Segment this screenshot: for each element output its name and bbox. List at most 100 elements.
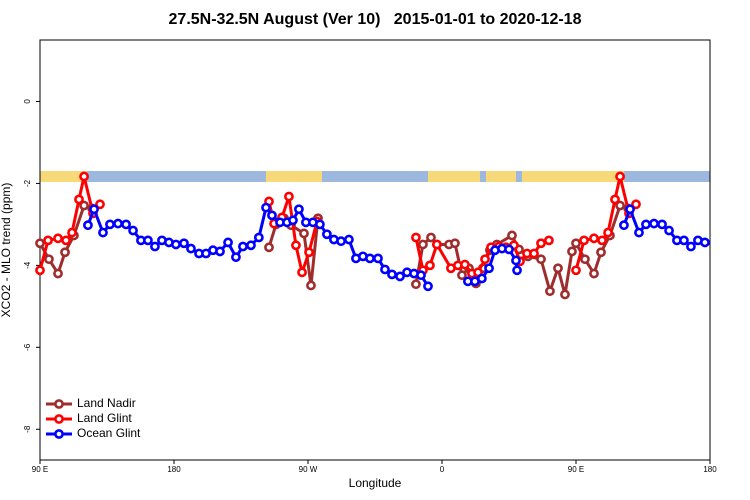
data-point	[284, 191, 294, 202]
data-point	[589, 233, 599, 244]
data-point	[484, 263, 494, 274]
data-point	[619, 220, 629, 231]
series	[83, 202, 710, 292]
land-strip	[486, 171, 516, 182]
plot-frame	[39, 39, 711, 461]
data-point	[171, 239, 181, 250]
ocean-strip	[40, 171, 710, 182]
data-point	[426, 232, 436, 243]
data-point	[450, 238, 460, 249]
data-point	[61, 235, 71, 246]
data-point	[98, 227, 108, 238]
series	[35, 200, 634, 300]
series-line	[86, 204, 430, 288]
land-strip	[522, 171, 624, 182]
data-point	[457, 270, 467, 281]
data-point	[529, 248, 539, 259]
data-point	[615, 171, 625, 182]
legend-marker	[54, 429, 64, 439]
data-point	[365, 253, 375, 264]
data-point	[60, 247, 70, 258]
data-point	[336, 236, 346, 247]
data-point	[477, 273, 487, 284]
data-point	[641, 219, 651, 230]
data-point	[686, 241, 696, 252]
legend-label: Land Glint	[77, 411, 132, 425]
legend-marker	[54, 399, 64, 409]
data-point	[511, 255, 521, 266]
data-point	[579, 235, 589, 246]
data-point	[306, 280, 316, 291]
land-ocean-strip	[40, 171, 710, 182]
data-point	[246, 240, 256, 251]
land-strip	[266, 171, 322, 182]
data-point	[649, 218, 659, 229]
x-tick-label: 90 E	[568, 465, 584, 474]
data-point	[571, 238, 581, 249]
data-point	[634, 227, 644, 238]
data-point	[67, 227, 77, 238]
data-point	[596, 247, 606, 258]
data-point	[223, 237, 233, 248]
data-point	[35, 265, 45, 276]
data-point	[297, 267, 307, 278]
data-point	[423, 281, 433, 292]
data-point	[603, 227, 613, 238]
data-point	[121, 219, 131, 230]
x-tick-label: 90 W	[299, 465, 318, 474]
y-tick-label: -8	[23, 425, 32, 433]
data-point	[411, 279, 421, 290]
data-point	[664, 225, 674, 236]
data-point	[571, 265, 581, 276]
data-point	[253, 232, 264, 243]
legend-marker	[54, 414, 64, 424]
data-point	[480, 254, 490, 265]
data-point	[267, 210, 277, 221]
data-point	[589, 268, 599, 279]
data-point	[512, 265, 522, 276]
data-point	[507, 230, 517, 241]
data-point	[304, 247, 314, 258]
data-point	[597, 235, 607, 246]
data-point	[128, 225, 138, 236]
data-point	[53, 233, 63, 244]
data-point	[53, 268, 63, 279]
data-point	[299, 228, 309, 239]
data-point	[35, 238, 45, 249]
land-strip	[428, 171, 480, 182]
data-point	[79, 171, 89, 182]
data-point	[380, 264, 390, 275]
data-point	[536, 254, 546, 265]
data-point	[291, 240, 301, 251]
data-point	[238, 241, 248, 252]
data-point	[418, 239, 428, 250]
data-point	[615, 200, 625, 211]
y-axis-label: XCO2 - MLO trend (ppm)	[0, 183, 13, 318]
land-strip	[40, 171, 87, 182]
data-point	[89, 204, 99, 215]
data-point	[625, 204, 635, 215]
data-point	[261, 202, 271, 213]
data-point	[113, 218, 123, 229]
legend-label: Land Nadir	[77, 396, 136, 410]
data-point	[150, 241, 160, 252]
x-tick-label: 180	[703, 465, 717, 474]
data-point	[315, 219, 325, 230]
data-point	[580, 254, 590, 265]
data-point	[44, 254, 54, 265]
x-tick-label: 180	[167, 465, 181, 474]
y-tick-label: 0	[23, 99, 32, 104]
data-point	[544, 235, 554, 246]
x-tick-label: 90 E	[32, 465, 48, 474]
data-point	[545, 286, 555, 297]
data-point	[186, 243, 196, 254]
data-point	[95, 199, 105, 210]
x-axis-label: Longitude	[349, 476, 402, 490]
data-point	[322, 229, 332, 240]
data-point	[74, 194, 84, 205]
data-point	[344, 234, 354, 245]
data-point	[215, 246, 225, 257]
data-point	[288, 215, 298, 226]
